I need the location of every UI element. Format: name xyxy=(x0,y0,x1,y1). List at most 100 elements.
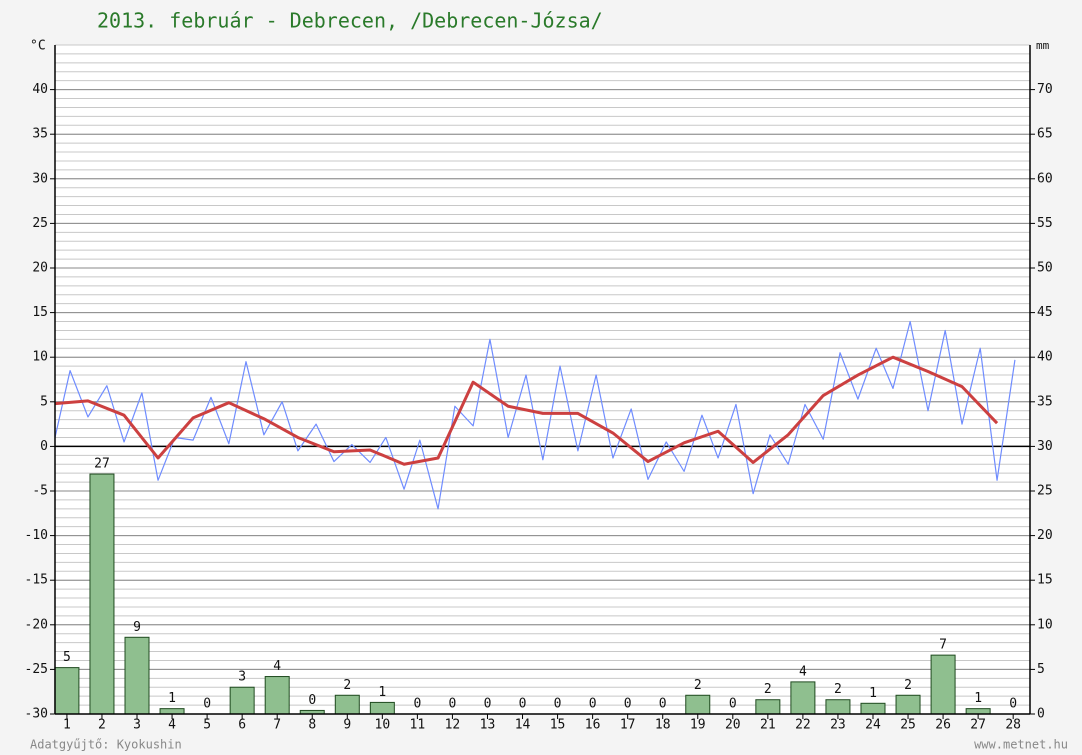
x-tick-label: 18 xyxy=(655,718,671,733)
y2-axis-label: mm xyxy=(1036,39,1050,52)
bar xyxy=(825,699,851,715)
x-tick-label: 8 xyxy=(308,718,316,733)
x-tick-label: 6 xyxy=(238,718,246,733)
y2-tick-label: 5 xyxy=(1037,662,1045,677)
y-tick-label: 20 xyxy=(32,261,48,276)
x-tick-label: 24 xyxy=(865,718,881,733)
bar-value-label: 0 xyxy=(484,697,492,712)
bar-value-label: 0 xyxy=(589,697,597,712)
bar-value-label: 0 xyxy=(413,697,421,712)
y2-tick-label: 20 xyxy=(1037,528,1053,543)
bar-value-label: 1 xyxy=(974,691,982,706)
x-tick-label: 26 xyxy=(935,718,951,733)
bar-value-label: 0 xyxy=(729,697,737,712)
line xyxy=(54,320,1016,510)
y2-tick-label: 15 xyxy=(1037,573,1053,588)
bar-value-label: 1 xyxy=(869,686,877,701)
bar-value-label: 1 xyxy=(378,685,386,700)
bar-value-label: 2 xyxy=(343,678,351,693)
x-tick-label: 7 xyxy=(273,718,281,733)
bar xyxy=(755,699,781,715)
y-tick-label: 10 xyxy=(32,350,48,365)
bar-value-label: 0 xyxy=(449,697,457,712)
x-tick-label: 4 xyxy=(168,718,176,733)
y2-tick-label: 50 xyxy=(1037,261,1053,276)
y2-tick-label: 0 xyxy=(1037,707,1045,722)
y2-tick-label: 70 xyxy=(1037,82,1053,97)
x-tick-label: 28 xyxy=(1005,718,1021,733)
x-tick-label: 3 xyxy=(133,718,141,733)
bar-value-label: 0 xyxy=(1009,697,1017,712)
bar xyxy=(930,654,956,715)
x-tick-label: 11 xyxy=(410,718,426,733)
bar-value-label: 4 xyxy=(799,664,807,679)
footer-right: www.metnet.hu xyxy=(974,738,1068,752)
bar xyxy=(965,708,991,715)
x-tick-label: 13 xyxy=(480,718,496,733)
y2-tick-label: 45 xyxy=(1037,305,1053,320)
bar-value-label: 27 xyxy=(94,457,110,472)
bar xyxy=(89,473,115,715)
bar-value-label: 0 xyxy=(308,693,316,708)
y-tick-label: -20 xyxy=(25,617,48,632)
y-tick-label: 40 xyxy=(32,82,48,97)
bar xyxy=(685,694,711,715)
y-tick-label: -5 xyxy=(32,484,48,499)
bar-value-label: 0 xyxy=(203,697,211,712)
bar xyxy=(895,694,921,715)
x-tick-label: 19 xyxy=(690,718,706,733)
x-tick-label: 12 xyxy=(445,718,461,733)
bar xyxy=(790,681,816,715)
bar-value-label: 4 xyxy=(273,659,281,674)
x-tick-label: 16 xyxy=(585,718,601,733)
bar-value-label: 0 xyxy=(519,697,527,712)
line xyxy=(54,355,999,466)
y-tick-label: -10 xyxy=(25,528,48,543)
y-tick-label: 35 xyxy=(32,127,48,142)
x-tick-label: 21 xyxy=(760,718,776,733)
bar-value-label: 7 xyxy=(939,638,947,653)
x-tick-label: 23 xyxy=(830,718,846,733)
bar-value-label: 1 xyxy=(168,691,176,706)
y2-tick-label: 55 xyxy=(1037,216,1053,231)
y2-tick-label: 65 xyxy=(1037,127,1053,142)
x-tick-label: 5 xyxy=(203,718,211,733)
y-tick-label: -25 xyxy=(25,662,48,677)
chart-title: 2013. február - Debrecen, /Debrecen-Józs… xyxy=(97,9,603,33)
bar xyxy=(159,708,185,715)
y2-tick-label: 25 xyxy=(1037,484,1053,499)
x-tick-label: 14 xyxy=(515,718,531,733)
y-axis-label: °C xyxy=(30,39,46,54)
y2-tick-label: 30 xyxy=(1037,439,1053,454)
y-tick-label: 0 xyxy=(40,439,48,454)
bar-value-label: 2 xyxy=(904,678,912,693)
bar xyxy=(229,686,255,715)
bar-value-label: 9 xyxy=(133,620,141,635)
y-tick-label: 25 xyxy=(32,216,48,231)
x-tick-label: 2 xyxy=(98,718,106,733)
y2-tick-label: 40 xyxy=(1037,350,1053,365)
bar-value-label: 2 xyxy=(694,678,702,693)
x-tick-label: 1 xyxy=(63,718,71,733)
bar-value-label: 0 xyxy=(659,697,667,712)
footer-left: Adatgyűjtő: Kyokushin xyxy=(30,738,182,752)
bar xyxy=(264,676,290,715)
bar-value-label: 2 xyxy=(764,682,772,697)
x-tick-label: 22 xyxy=(795,718,811,733)
bar xyxy=(860,702,886,715)
y2-tick-label: 10 xyxy=(1037,617,1053,632)
bar-value-label: 3 xyxy=(238,670,246,685)
y-tick-label: 5 xyxy=(40,394,48,409)
x-tick-label: 9 xyxy=(343,718,351,733)
y2-tick-label: 60 xyxy=(1037,171,1053,186)
x-tick-label: 20 xyxy=(725,718,741,733)
bar xyxy=(334,694,360,715)
bar xyxy=(124,636,150,715)
bar xyxy=(54,667,80,715)
x-tick-label: 25 xyxy=(900,718,916,733)
y2-tick-label: 35 xyxy=(1037,394,1053,409)
bar-value-label: 5 xyxy=(63,650,71,665)
x-tick-label: 27 xyxy=(970,718,986,733)
bar-value-label: 0 xyxy=(554,697,562,712)
